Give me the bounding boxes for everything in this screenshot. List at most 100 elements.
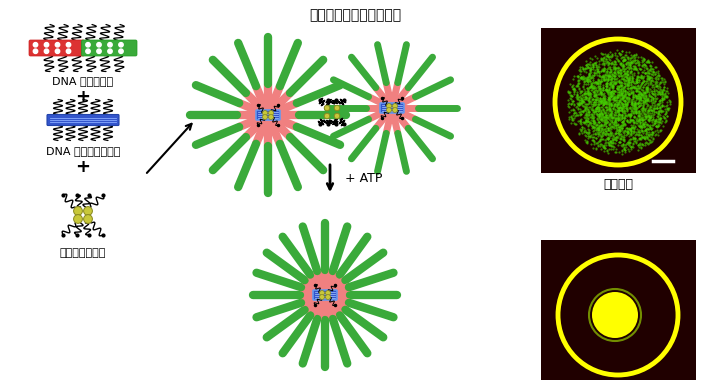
- Point: [605, 73, 616, 79]
- Point: [626, 74, 638, 80]
- Point: [578, 98, 589, 104]
- Point: [594, 121, 605, 128]
- Point: [586, 84, 598, 90]
- Point: [604, 64, 616, 70]
- Point: [594, 123, 605, 129]
- Point: [619, 98, 630, 104]
- Point: [628, 128, 640, 134]
- Point: [595, 98, 606, 104]
- Point: [647, 120, 658, 126]
- Point: [609, 88, 621, 94]
- Point: [604, 88, 616, 95]
- Point: [591, 68, 603, 74]
- Point: [621, 105, 632, 111]
- Point: [619, 83, 630, 89]
- Point: [615, 112, 626, 118]
- Point: [637, 130, 648, 136]
- Point: [586, 74, 598, 80]
- Point: [571, 110, 582, 116]
- Point: [614, 71, 626, 77]
- Point: [600, 116, 611, 122]
- Point: [618, 121, 630, 127]
- Point: [584, 96, 595, 102]
- Point: [634, 59, 645, 65]
- Point: [631, 76, 643, 83]
- Point: [584, 84, 596, 90]
- Point: [589, 119, 600, 125]
- Point: [592, 108, 604, 114]
- Point: [584, 73, 595, 79]
- Point: [595, 98, 606, 104]
- Point: [625, 69, 636, 76]
- Point: [645, 73, 656, 80]
- Point: [653, 72, 665, 78]
- Point: [616, 63, 628, 69]
- Point: [591, 112, 602, 118]
- Point: [591, 55, 603, 61]
- Point: [627, 117, 638, 123]
- Point: [657, 123, 669, 129]
- Point: [606, 88, 618, 94]
- Point: [581, 119, 593, 125]
- Point: [626, 124, 638, 130]
- FancyBboxPatch shape: [47, 114, 119, 125]
- Point: [621, 106, 633, 113]
- Point: [613, 99, 625, 106]
- Point: [619, 55, 630, 62]
- Point: [632, 95, 643, 101]
- Point: [628, 125, 640, 132]
- Point: [594, 113, 605, 119]
- Point: [601, 68, 613, 74]
- Point: [580, 96, 591, 102]
- Point: [621, 104, 633, 110]
- Point: [621, 113, 633, 119]
- Point: [638, 99, 650, 105]
- Point: [645, 107, 656, 113]
- Point: [591, 72, 603, 78]
- Point: [595, 116, 606, 123]
- Point: [658, 84, 670, 90]
- Point: [630, 109, 641, 116]
- Point: [655, 115, 666, 121]
- Point: [584, 98, 595, 104]
- Point: [635, 95, 646, 101]
- Point: [592, 143, 604, 149]
- Point: [594, 95, 606, 102]
- Point: [562, 87, 574, 94]
- Point: [608, 88, 620, 94]
- Point: [615, 128, 626, 134]
- Point: [594, 96, 605, 102]
- Point: [598, 100, 609, 106]
- Point: [635, 95, 647, 102]
- Point: [646, 97, 657, 104]
- Point: [604, 95, 615, 101]
- Circle shape: [320, 294, 324, 300]
- Point: [613, 109, 624, 115]
- Point: [589, 131, 601, 137]
- Point: [611, 102, 623, 109]
- Point: [628, 120, 639, 126]
- Point: [592, 66, 604, 72]
- Point: [640, 95, 652, 101]
- Point: [592, 77, 604, 83]
- Point: [576, 97, 587, 104]
- Point: [624, 113, 635, 120]
- Point: [609, 69, 621, 75]
- Point: [656, 74, 667, 81]
- Point: [611, 92, 623, 99]
- Point: [608, 95, 620, 101]
- Point: [645, 66, 657, 72]
- Point: [656, 89, 667, 95]
- Point: [664, 99, 675, 105]
- Circle shape: [66, 43, 71, 47]
- Point: [618, 84, 630, 90]
- Point: [610, 137, 621, 144]
- Point: [608, 83, 619, 89]
- Point: [564, 109, 575, 115]
- Point: [645, 104, 657, 110]
- Point: [597, 95, 608, 101]
- Point: [591, 80, 603, 87]
- Point: [630, 88, 642, 94]
- Point: [601, 117, 612, 123]
- Point: [644, 139, 655, 145]
